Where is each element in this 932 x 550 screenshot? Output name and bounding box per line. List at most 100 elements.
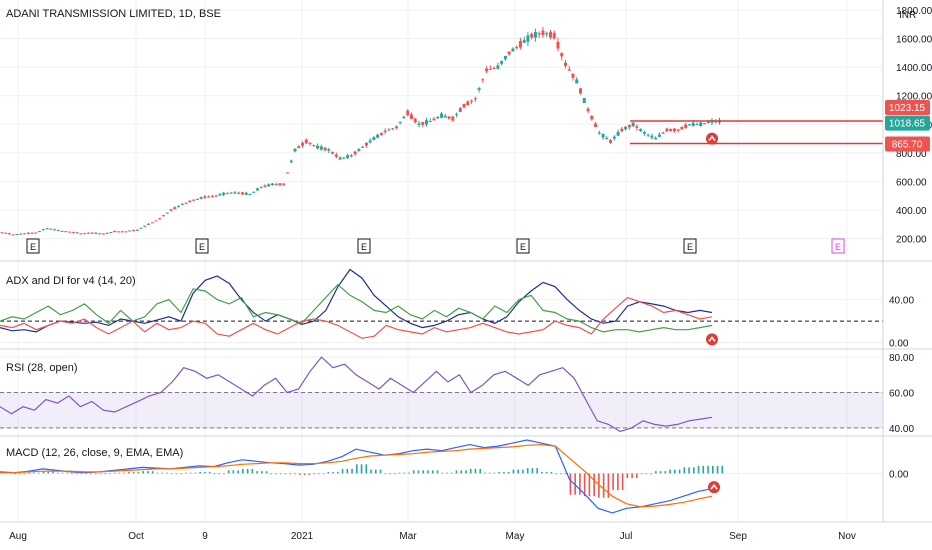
macd-histogram-bar <box>631 473 633 478</box>
candle-body <box>19 233 23 235</box>
adx-pane[interactable] <box>0 268 883 346</box>
macd-histogram-bar <box>208 471 211 474</box>
macd-histogram-bar <box>261 471 263 474</box>
candle-body <box>661 132 665 134</box>
macd-histogram-bar <box>47 471 50 474</box>
candle-body <box>409 114 413 119</box>
macd-histogram-bar <box>194 472 197 474</box>
candle-body <box>188 200 192 203</box>
candle-body <box>267 184 271 187</box>
price-tick-label-1: 400.00 <box>896 206 927 217</box>
candle-body <box>500 60 504 64</box>
candle-body <box>143 225 147 227</box>
macd-histogram-bar <box>583 473 586 497</box>
candle-body <box>11 234 15 236</box>
macd-histogram-bar <box>137 471 140 474</box>
macd-histogram-bar <box>384 473 387 475</box>
macd-histogram-bar <box>389 473 391 475</box>
candle-body <box>15 234 19 236</box>
macd-histogram-bar <box>683 467 686 474</box>
earnings-marker-2[interactable] <box>357 238 371 254</box>
earnings-marker-3[interactable] <box>516 238 530 254</box>
candle-body <box>605 137 609 140</box>
candle-body <box>657 134 661 137</box>
candle-body <box>316 145 320 149</box>
earnings-marker-1[interactable] <box>195 238 209 254</box>
macd-histogram-bar <box>517 469 519 474</box>
rsi-legend-title: RSI (28, open) <box>6 362 78 374</box>
macd-histogram-bar <box>697 465 700 474</box>
candle-body <box>368 140 372 143</box>
earnings-marker-4[interactable] <box>683 238 697 254</box>
candle-body <box>518 41 522 48</box>
candle-body <box>259 186 263 188</box>
candle-body <box>41 229 45 231</box>
candle-body <box>488 68 492 70</box>
candle-body <box>45 228 49 230</box>
candle-body <box>53 229 57 231</box>
macd-histogram-bar <box>37 472 40 474</box>
candle-body <box>79 233 83 235</box>
currency-label: INR <box>899 10 916 21</box>
macd-histogram-bar <box>650 473 652 475</box>
macd-histogram-bar <box>284 473 287 475</box>
candle-body <box>199 197 203 199</box>
earnings-marker-label-5: E <box>835 242 841 252</box>
macd-histogram-bar <box>327 471 330 474</box>
pane-2-tick-0: 40.00 <box>889 424 914 435</box>
macd-histogram-bar <box>479 468 482 474</box>
macd-histogram-bar <box>189 472 192 474</box>
macd-histogram-bar <box>270 473 273 475</box>
candle-body <box>432 118 436 121</box>
candle-body <box>458 108 462 112</box>
series-line-2-0 <box>0 356 713 433</box>
candle-body <box>184 202 188 204</box>
candle-body <box>545 33 549 35</box>
candle-body <box>567 69 571 71</box>
macd-histogram-bar <box>118 472 121 474</box>
macd-histogram-bar <box>218 473 220 475</box>
pane-2-tick-2: 80.00 <box>889 353 914 364</box>
macd-histogram-bar <box>460 470 463 474</box>
pane-1-tick-0: 0.00 <box>889 339 909 350</box>
candle-body <box>214 195 218 197</box>
candle-body <box>473 98 477 100</box>
earnings-marker-0[interactable] <box>26 238 40 254</box>
candle-body <box>665 128 669 132</box>
candle-body <box>676 129 680 131</box>
main-legend-title: ADANI TRANSMISSION LIMITED, 1D, BSE <box>6 8 221 20</box>
candle-body <box>71 232 75 234</box>
candle-body <box>552 32 556 39</box>
macd-histogram-bar <box>237 470 239 474</box>
candle-body <box>447 116 451 119</box>
macd-pane[interactable] <box>0 439 724 514</box>
candle-body <box>0 232 4 234</box>
candle-body <box>440 113 444 118</box>
candle-body <box>451 116 455 121</box>
earnings-marker-5[interactable] <box>831 238 845 254</box>
x-tick-label-8: Nov <box>838 531 856 542</box>
candle-body <box>609 140 613 143</box>
candle-body <box>597 132 601 134</box>
macd-histogram-bar <box>541 471 543 474</box>
candle-body <box>68 231 72 233</box>
macd-histogram-bar <box>360 464 363 474</box>
candle-body <box>120 231 124 233</box>
macd-histogram-bar <box>294 473 296 475</box>
macd-histogram-bar <box>370 469 372 474</box>
macd-histogram-bar <box>242 468 244 474</box>
rsi-pane[interactable] <box>0 356 883 433</box>
candle-body <box>312 145 316 147</box>
candle-body <box>642 132 646 134</box>
candle-body <box>154 220 158 222</box>
candle-body <box>195 198 199 200</box>
macd-histogram-bar <box>427 470 429 474</box>
candle-body <box>706 121 710 123</box>
signal-marker-arrow-1 <box>708 336 716 342</box>
candle-body <box>293 148 297 152</box>
price-tick-label-3: 800.00 <box>896 149 927 160</box>
candle-body <box>244 192 248 195</box>
